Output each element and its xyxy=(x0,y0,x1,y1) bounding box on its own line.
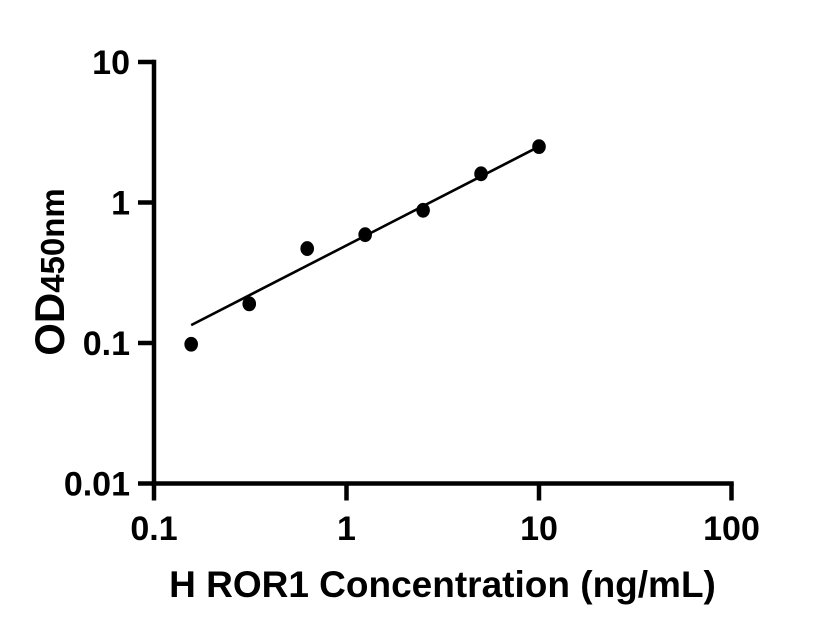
x-tick-label: 0.1 xyxy=(130,510,177,548)
data-point xyxy=(532,139,546,154)
y-tick-label: 1 xyxy=(111,185,130,223)
data-point xyxy=(242,296,257,312)
x-tick-label: 100 xyxy=(703,510,760,548)
y-tick-label: 0.1 xyxy=(83,325,130,363)
data-point xyxy=(416,202,430,218)
x-tick-label: 10 xyxy=(520,510,558,548)
x-axis-title: H ROR1 Concentration (ng/mL) xyxy=(169,564,716,605)
data-point xyxy=(184,336,198,352)
data-point xyxy=(358,227,372,243)
data-point xyxy=(474,166,488,182)
data-point xyxy=(300,241,315,256)
y-tick-label: 10 xyxy=(92,44,130,82)
y-tick-label: 0.01 xyxy=(64,466,130,504)
axis-ticks xyxy=(138,59,734,501)
y-axis-title-main: OD xyxy=(26,293,73,356)
y-axis-title: OD450nm xyxy=(26,188,73,356)
plot-area xyxy=(184,139,546,352)
y-axis-title-sub: 450nm xyxy=(34,188,71,293)
x-tick-label: 1 xyxy=(337,510,356,548)
